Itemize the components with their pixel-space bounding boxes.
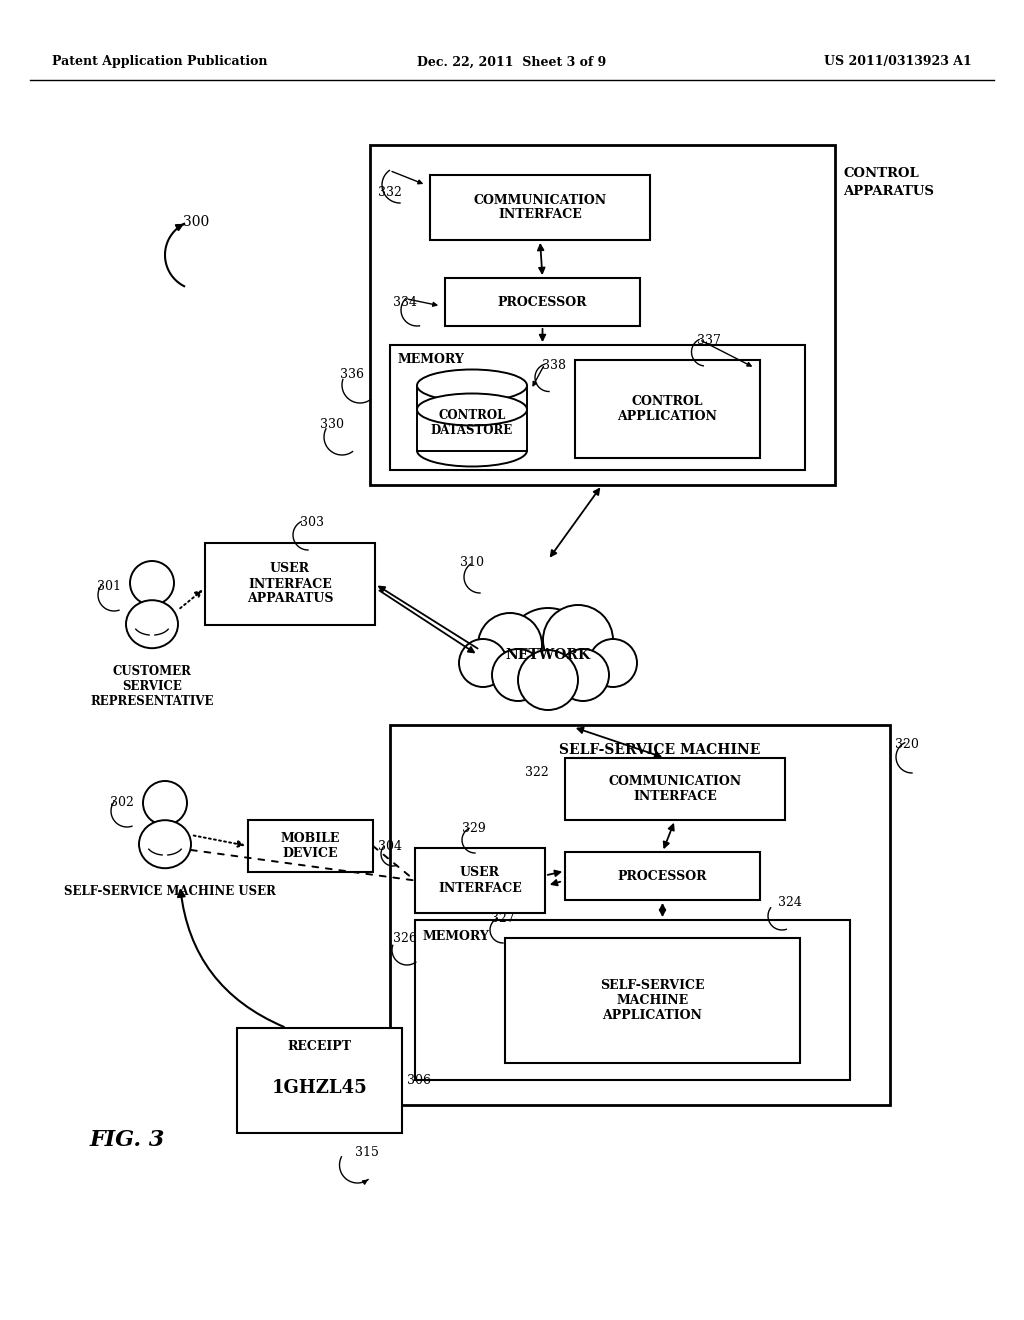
- Bar: [430, 176, 650, 240]
- Text: 324: 324: [778, 895, 802, 908]
- Text: CUSTOMER
SERVICE
REPRESENTATIVE: CUSTOMER SERVICE REPRESENTATIVE: [90, 665, 214, 708]
- Text: 310: 310: [460, 557, 484, 569]
- Circle shape: [478, 612, 542, 677]
- Bar: [370, 145, 835, 484]
- Text: RECEIPT: RECEIPT: [288, 1040, 351, 1052]
- Text: SELF-SERVICE
MACHINE
APPLICATION: SELF-SERVICE MACHINE APPLICATION: [600, 979, 705, 1022]
- Text: NETWORK: NETWORK: [506, 648, 591, 663]
- Text: COMMUNICATION
INTERFACE: COMMUNICATION INTERFACE: [473, 194, 606, 222]
- Text: 329: 329: [462, 821, 485, 834]
- Text: USER
INTERFACE: USER INTERFACE: [438, 866, 522, 895]
- Circle shape: [543, 605, 613, 675]
- Ellipse shape: [417, 393, 527, 425]
- Bar: [237, 1028, 402, 1133]
- Text: 338: 338: [542, 359, 566, 372]
- Bar: [575, 360, 760, 458]
- Text: USER
INTERFACE
APPARATUS: USER INTERFACE APPARATUS: [247, 562, 333, 606]
- Text: 332: 332: [378, 186, 401, 199]
- Text: APPARATUS: APPARATUS: [843, 185, 934, 198]
- Text: US 2011/0313923 A1: US 2011/0313923 A1: [824, 55, 972, 69]
- Circle shape: [589, 639, 637, 686]
- Bar: [505, 939, 800, 1063]
- Bar: [415, 920, 850, 1080]
- Circle shape: [459, 639, 507, 686]
- Text: MOBILE
DEVICE: MOBILE DEVICE: [281, 832, 340, 861]
- Ellipse shape: [417, 434, 527, 466]
- Text: 1GHZL45: 1GHZL45: [271, 1078, 368, 1097]
- Text: 300: 300: [183, 215, 209, 228]
- Text: 326: 326: [393, 932, 417, 945]
- Bar: [390, 345, 805, 470]
- Circle shape: [506, 609, 590, 692]
- Bar: [205, 543, 375, 624]
- Text: CONTROL: CONTROL: [843, 168, 919, 180]
- Text: MEMORY: MEMORY: [423, 931, 489, 942]
- Text: 315: 315: [354, 1147, 379, 1159]
- Text: 320: 320: [895, 738, 919, 751]
- Bar: [390, 725, 890, 1105]
- Ellipse shape: [139, 820, 191, 869]
- Text: 322: 322: [525, 766, 549, 779]
- Bar: [565, 758, 785, 820]
- Bar: [565, 851, 760, 900]
- Bar: [248, 820, 373, 873]
- Text: MEMORY: MEMORY: [398, 352, 465, 366]
- Text: 306: 306: [407, 1074, 431, 1086]
- Text: 330: 330: [319, 418, 344, 432]
- Text: CONTROL
DATASTORE: CONTROL DATASTORE: [431, 409, 513, 437]
- Circle shape: [518, 649, 578, 710]
- Text: 336: 336: [340, 368, 364, 381]
- Text: SELF-SERVICE MACHINE: SELF-SERVICE MACHINE: [559, 743, 761, 756]
- Text: 302: 302: [110, 796, 134, 809]
- Text: Dec. 22, 2011  Sheet 3 of 9: Dec. 22, 2011 Sheet 3 of 9: [418, 55, 606, 69]
- Circle shape: [557, 649, 609, 701]
- Text: COMMUNICATION
INTERFACE: COMMUNICATION INTERFACE: [608, 775, 741, 803]
- Text: 304: 304: [378, 840, 402, 853]
- Text: 303: 303: [300, 516, 324, 529]
- Text: 301: 301: [97, 581, 121, 594]
- Text: Patent Application Publication: Patent Application Publication: [52, 55, 267, 69]
- Circle shape: [492, 649, 544, 701]
- Text: FIG. 3: FIG. 3: [90, 1129, 165, 1151]
- Text: 337: 337: [697, 334, 721, 346]
- Circle shape: [143, 781, 187, 825]
- Text: SELF-SERVICE MACHINE USER: SELF-SERVICE MACHINE USER: [65, 884, 275, 898]
- Text: PROCESSOR: PROCESSOR: [498, 296, 587, 309]
- Bar: [417, 385, 527, 450]
- Ellipse shape: [126, 601, 178, 648]
- Bar: [445, 279, 640, 326]
- Text: 334: 334: [393, 296, 417, 309]
- Circle shape: [130, 561, 174, 605]
- Text: 327: 327: [490, 912, 515, 924]
- Bar: [415, 847, 545, 913]
- Ellipse shape: [417, 370, 527, 401]
- Text: CONTROL
APPLICATION: CONTROL APPLICATION: [617, 395, 718, 422]
- Text: PROCESSOR: PROCESSOR: [617, 870, 708, 883]
